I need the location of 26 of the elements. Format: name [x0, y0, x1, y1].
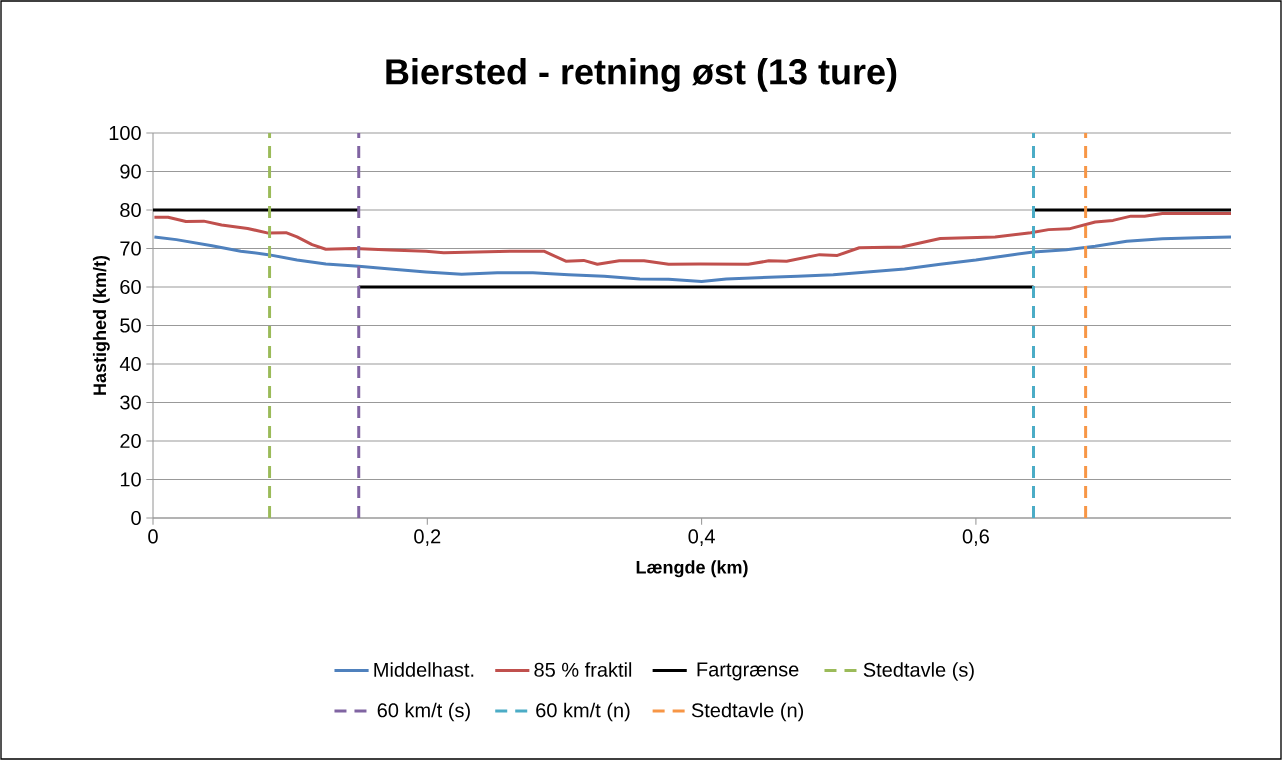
chart-title: Biersted - retning øst (13 ture)	[386, 58, 897, 92]
y-tick-label: 60	[120, 279, 141, 295]
legend-label: 60 km/t (s)	[377, 702, 470, 722]
legend-label: Stedtavle (s)	[863, 662, 974, 681]
line-series	[153, 235, 1231, 284]
legend-label: 60 km/t (n)	[536, 702, 630, 722]
y-tick-label: 50	[120, 318, 141, 333]
y-tick-label: 90	[120, 164, 141, 179]
x-axis-title: Længde (km)	[636, 560, 748, 578]
x-tick-label: 0	[148, 529, 158, 544]
x-tick-label: 0,6	[962, 529, 989, 546]
y-tick-label: 30	[120, 395, 141, 410]
y-tick-label: 80	[120, 202, 141, 218]
y-axis-title: Hastighed (km/t)	[92, 255, 110, 395]
legend-label: 85 % fraktil	[534, 662, 632, 677]
y-tick-label: 10	[120, 472, 141, 487]
y-tick-label: 70	[120, 241, 141, 256]
legend-label: Stedtavle (n)	[691, 702, 804, 722]
x-tick-label: 0,4	[688, 529, 715, 546]
legend-label: Fartgrænse	[697, 662, 799, 681]
y-tick-label: 0	[131, 510, 141, 526]
y-tick-label: 100	[109, 125, 141, 141]
y-tick-label: 20	[120, 433, 141, 449]
legend-label: Middelhast.	[374, 662, 474, 677]
y-tick-label: 40	[119, 356, 141, 372]
x-tick-label: 0,2	[414, 529, 441, 546]
